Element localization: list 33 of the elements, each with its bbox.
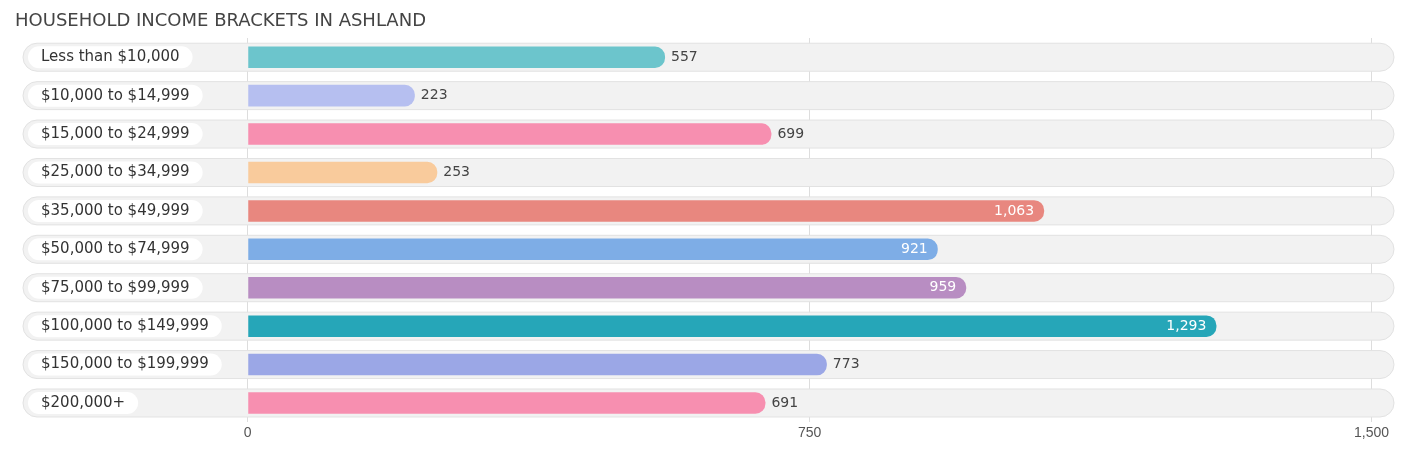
bar [248, 315, 1217, 337]
data-label: 921 [901, 239, 928, 256]
bar [248, 200, 1045, 222]
bar [248, 392, 766, 414]
y-tick-label: $10,000 to $14,999 [41, 85, 190, 104]
data-label: 773 [832, 355, 860, 372]
y-tick-label: $50,000 to $74,999 [41, 239, 190, 258]
bar [248, 84, 415, 107]
y-tick-label: $25,000 to $34,999 [41, 162, 190, 181]
x-tick-label: 0 [243, 424, 252, 441]
data-label: 1,063 [994, 201, 1035, 218]
y-tick-label: $150,000 to $199,999 [41, 354, 209, 373]
data-label: 253 [443, 163, 471, 180]
data-label: 699 [777, 124, 805, 141]
y-tick-label: Less than $10,000 [41, 47, 180, 66]
data-label: 959 [929, 278, 957, 295]
x-tick-label: 1,500 [1354, 424, 1390, 441]
data-label: 557 [671, 47, 698, 64]
y-tick-label: $100,000 to $149,999 [41, 316, 209, 335]
data-label: 223 [420, 86, 448, 103]
y-tick-label: $75,000 to $99,999 [41, 277, 190, 296]
data-label: 1,293 [1166, 316, 1207, 333]
bar [248, 238, 938, 261]
y-tick-label: $15,000 to $24,999 [41, 123, 190, 142]
chart-title: HOUSEHOLD INCOME BRACKETS IN ASHLAND [15, 9, 426, 30]
y-tick-label: $200,000+ [41, 392, 126, 411]
bar [248, 46, 666, 68]
data-label: 691 [771, 393, 799, 410]
bar [248, 276, 967, 299]
bar [248, 161, 438, 184]
x-tick-label: 750 [797, 424, 822, 441]
bar [248, 123, 772, 145]
y-tick-label: $35,000 to $49,999 [41, 200, 190, 219]
